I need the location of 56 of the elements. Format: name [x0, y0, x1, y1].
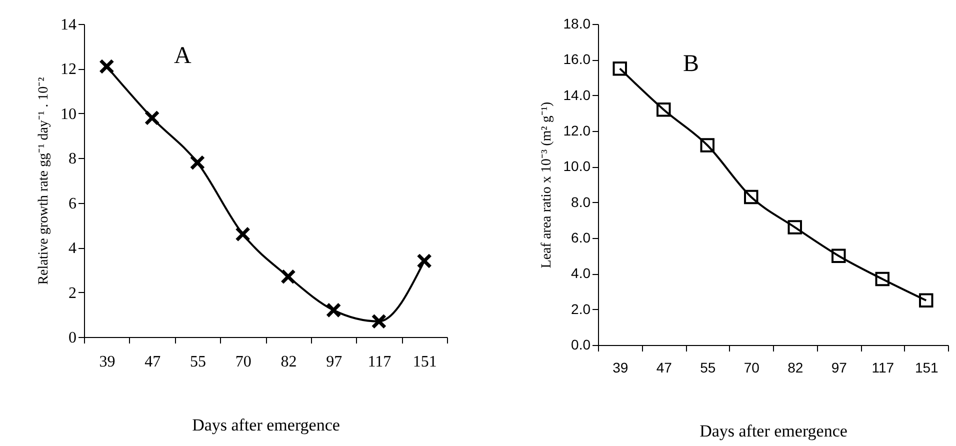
point — [919, 293, 934, 308]
y-tick-label: 4.0 — [571, 265, 591, 282]
point — [875, 272, 890, 286]
annotation: B — [683, 51, 700, 77]
x-tick-label: 47 — [144, 354, 161, 370]
annotation: A — [174, 43, 192, 69]
y-tick-label: 8.0 — [571, 194, 591, 210]
y-tick-label: 10 — [60, 106, 76, 123]
x-tick-label: 117 — [368, 354, 392, 370]
point — [656, 102, 671, 117]
y-tick-label: 2.0 — [571, 300, 591, 317]
point — [99, 58, 114, 74]
x-axis-title: Days after emergence — [700, 422, 848, 440]
x-tick-label: 97 — [831, 360, 848, 376]
x-tick-label: 47 — [656, 360, 672, 376]
x-tick-label: 39 — [612, 360, 628, 376]
y-tick-label: 14 — [60, 16, 76, 34]
y-tick-label: 12.0 — [563, 122, 591, 138]
x-tick-label: 151 — [412, 354, 437, 370]
y-tick-label: 10.0 — [563, 158, 591, 174]
x-tick-label: 70 — [235, 354, 252, 370]
point — [280, 268, 296, 284]
y-tick-label: 4 — [68, 240, 76, 258]
y-axis-title: Leaf area ratio x 10⁻³ (m² g⁻¹) — [539, 101, 554, 268]
y-axis-title: Relative growth rate gg⁻¹ day⁻¹ . 10⁻² — [36, 77, 52, 285]
x-tick-label: 55 — [700, 360, 716, 376]
point — [235, 226, 250, 242]
point — [190, 154, 206, 170]
x-tick-label: 55 — [190, 354, 206, 370]
point — [788, 220, 802, 234]
y-tick-label: 16.0 — [563, 51, 591, 68]
point — [744, 190, 758, 204]
x-tick-label: 82 — [788, 360, 804, 376]
x-axis-title: Days after emergence — [192, 416, 340, 434]
point — [416, 253, 432, 269]
point — [371, 314, 387, 330]
point — [326, 302, 342, 318]
x-tick-label: 117 — [872, 360, 894, 376]
x-tick-label: 151 — [914, 360, 939, 376]
y-tick-label: 2 — [68, 284, 76, 302]
y-tick-label: 8 — [68, 150, 76, 168]
x-tick-label: 82 — [280, 354, 297, 370]
y-tick-label: 14.0 — [563, 86, 591, 103]
point — [144, 110, 160, 126]
y-tick-label: 12 — [60, 61, 76, 78]
point — [612, 61, 627, 76]
point — [700, 138, 714, 152]
y-tick-label: 18.0 — [563, 16, 591, 32]
point — [832, 248, 846, 263]
y-tick-label: 0 — [68, 330, 76, 346]
y-tick-label: 0.0 — [571, 336, 591, 352]
x-tick-label: 70 — [744, 360, 760, 376]
x-tick-label: 39 — [99, 354, 116, 370]
y-tick-label: 6.0 — [571, 230, 591, 246]
y-tick-label: 6 — [68, 195, 76, 212]
x-tick-label: 97 — [326, 354, 342, 370]
